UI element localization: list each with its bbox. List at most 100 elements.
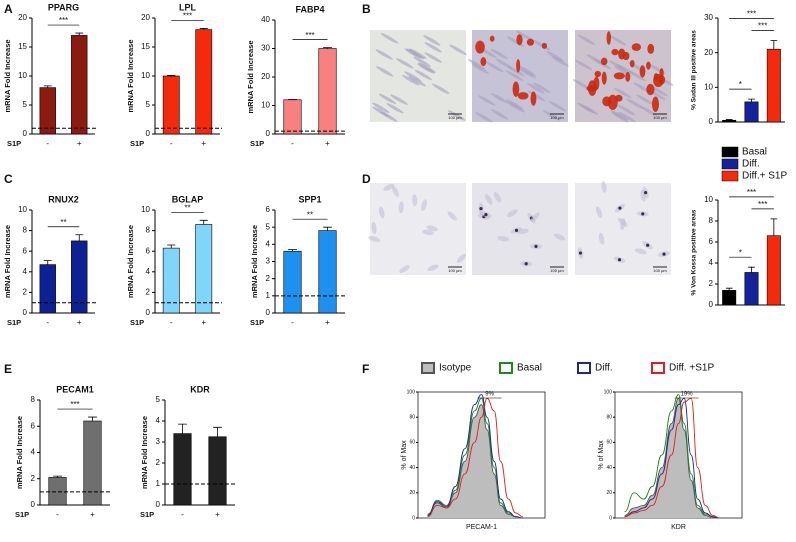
cell (486, 61, 504, 73)
y-tick-label: 20 (261, 72, 270, 81)
x-axis-label: S1P (130, 139, 144, 148)
x-axis-label: S1P (7, 139, 21, 148)
bar (162, 75, 180, 135)
x-axis-label: S1P (140, 510, 154, 519)
y-axis-label: mRNA Fold Increase (140, 416, 149, 489)
cell (423, 35, 441, 46)
chart-title: FABP4 (295, 4, 324, 14)
cell (475, 112, 493, 123)
legend-swatch (721, 158, 739, 170)
histogram-area (427, 404, 523, 518)
y-tick-label: 5 (156, 395, 161, 404)
lipid-droplet (526, 38, 535, 46)
legend-label: Diff. +S1P (669, 363, 714, 374)
bar-chart: 0 2 4 6 8 10 RNUX2 mRNA Fold Increase S1P - + ** (3, 194, 97, 327)
cell (421, 199, 428, 211)
nucleus (646, 243, 650, 247)
nucleus (479, 206, 483, 211)
bar (722, 119, 737, 123)
error-bar (288, 249, 297, 252)
cell (408, 75, 426, 87)
cell (402, 75, 420, 86)
chart-title: BGLAP (172, 194, 204, 204)
scale-bar-label: 100 µm (448, 115, 462, 120)
chart-title: SPP1 (298, 194, 321, 204)
y-tick-label: 20 (18, 13, 27, 22)
scale-bar-label: 100 µm (550, 115, 564, 120)
y-axis-label: % of Max (401, 440, 408, 470)
cell (634, 248, 647, 255)
cell (449, 44, 467, 56)
cell (519, 68, 537, 79)
cell (628, 70, 646, 82)
y-tick-label: 40 (606, 465, 612, 471)
y-tick-label: 10 (18, 205, 27, 214)
bar (173, 433, 192, 506)
x-tick-label: - (291, 139, 294, 148)
error-bar (199, 28, 208, 30)
x-tick-label: + (77, 139, 82, 148)
panel-label: F (362, 362, 369, 376)
error-bar (748, 266, 755, 273)
significance-label: ** (60, 218, 66, 227)
lipid-droplet (587, 80, 597, 96)
y-tick-label: 15 (18, 42, 27, 51)
y-tick-label: 30 (261, 44, 270, 53)
x-tick-label: + (90, 510, 95, 519)
panel-label: B (362, 2, 371, 16)
legend-label: Diff.+ S1P (742, 171, 787, 182)
lipid-droplet (622, 51, 630, 61)
chart-title: KDR (190, 384, 210, 394)
bar (744, 272, 759, 306)
x-tick-label: - (46, 318, 49, 327)
nucleus (524, 262, 528, 266)
cell (456, 253, 467, 263)
significance-label: *** (747, 10, 756, 19)
cell (386, 103, 404, 114)
bar (39, 87, 56, 135)
cell (505, 99, 524, 110)
annotation: 19% (681, 392, 694, 398)
y-tick-label: 30 (704, 13, 713, 22)
bar (722, 289, 737, 306)
bar (283, 250, 302, 314)
bar (766, 48, 781, 123)
y-tick-label: 5 (146, 100, 151, 109)
error-bar (748, 98, 755, 102)
y-tick-label: 10 (261, 101, 270, 110)
cell (375, 49, 393, 60)
panel-label: A (4, 2, 13, 16)
bar-chart: 0 5 10 15 20 LPL mRNA Fold Increase S1P - + *** (126, 2, 222, 148)
lipid-droplet (601, 71, 607, 85)
nucleus (514, 228, 519, 232)
x-tick-label: + (201, 139, 206, 148)
significance-label: ** (307, 210, 313, 219)
lipid-droplet (480, 57, 487, 67)
legend-swatch (721, 146, 739, 158)
y-tick-label: 20 (704, 48, 713, 57)
significance-label: * (739, 80, 742, 89)
y-tick-label: 2 (156, 458, 161, 467)
y-tick-label: 0 (266, 308, 271, 317)
cell (478, 95, 496, 106)
y-tick-label: 60 (409, 440, 415, 446)
error-bar (725, 119, 733, 121)
cell (375, 66, 394, 77)
significance-label: ** (184, 203, 190, 212)
cell (542, 110, 561, 121)
y-tick-label: 6 (709, 237, 714, 246)
legend-label: Diff. (742, 159, 760, 170)
cell (447, 110, 466, 121)
bar (83, 420, 102, 506)
y-tick-label: 0 (709, 300, 714, 309)
y-tick-label: 5 (266, 222, 271, 231)
y-tick-label: 0 (23, 129, 28, 138)
y-axis-label: mRNA Fold Increase (126, 225, 135, 298)
histogram-line (624, 397, 720, 519)
micrograph: 100 µm (472, 183, 568, 275)
x-axis-label: S1P (250, 139, 264, 148)
bar (744, 101, 759, 123)
y-tick-label: 10 (704, 82, 713, 91)
lipid-droplet (611, 48, 619, 56)
